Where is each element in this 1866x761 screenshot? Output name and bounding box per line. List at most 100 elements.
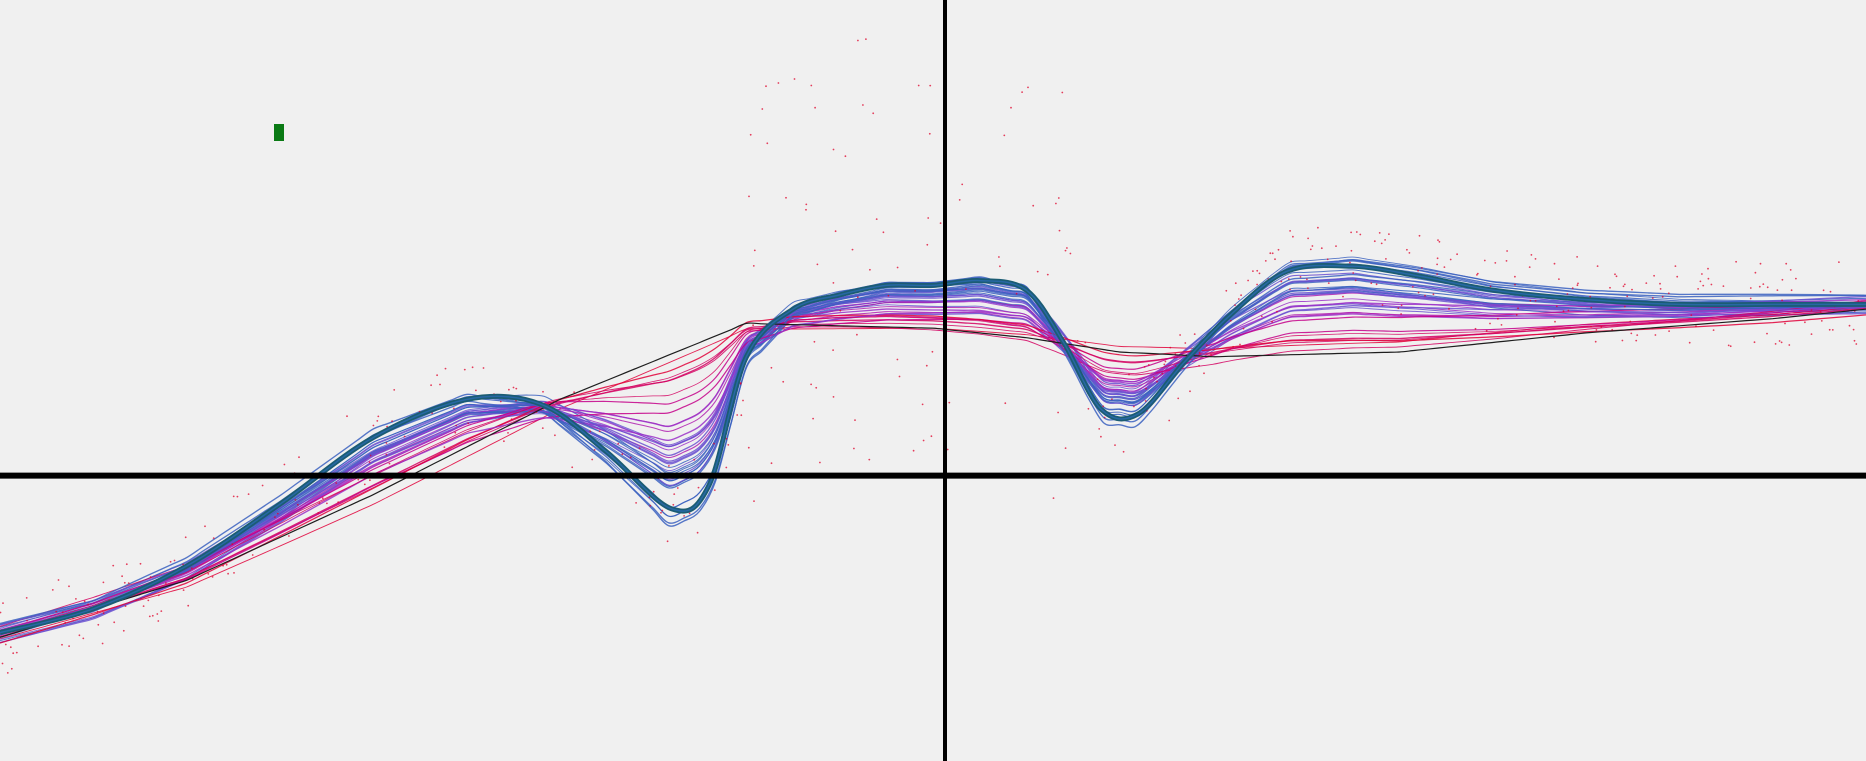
- sample-point: [499, 400, 502, 403]
- sample-point: [357, 478, 360, 481]
- sample-point: [770, 366, 773, 369]
- sample-point: [6, 672, 9, 674]
- sample-point: [1342, 295, 1344, 298]
- sample-point: [1247, 279, 1249, 282]
- sample-point: [1307, 287, 1309, 289]
- sample-point: [1828, 328, 1831, 331]
- ensemble-curve: [0, 300, 1866, 627]
- sample-point: [882, 231, 885, 234]
- sample-point: [1702, 284, 1705, 287]
- sample-point: [1239, 343, 1241, 346]
- sample-point: [998, 256, 1000, 258]
- sample-point: [713, 442, 715, 445]
- sample-point: [37, 645, 39, 648]
- sample-point: [832, 282, 835, 284]
- sample-point: [1292, 235, 1294, 238]
- sample-point: [749, 133, 752, 136]
- ensemble-curve: [0, 300, 1866, 634]
- sample-point: [832, 396, 835, 398]
- sample-point: [668, 465, 670, 467]
- sample-point: [151, 614, 154, 617]
- sample-point: [856, 296, 859, 299]
- sample-point: [648, 496, 651, 499]
- sample-point: [693, 458, 696, 461]
- sample-point: [1630, 332, 1633, 335]
- sample-point: [0, 611, 2, 614]
- sample-point: [844, 155, 847, 158]
- sample-point: [222, 564, 225, 567]
- sample-point: [1397, 307, 1400, 310]
- sample-point: [740, 414, 743, 417]
- sample-point: [1380, 242, 1383, 245]
- sample-point: [337, 501, 340, 503]
- sample-point: [1189, 390, 1191, 393]
- sample-point: [812, 417, 814, 420]
- sample-point: [1623, 283, 1626, 286]
- sample-point: [810, 84, 813, 87]
- sample-point: [1145, 387, 1147, 390]
- sample-point: [1500, 324, 1503, 326]
- sample-point: [1133, 405, 1135, 408]
- sample-point: [1417, 269, 1419, 272]
- sample-point: [896, 358, 899, 361]
- sample-point: [482, 367, 485, 369]
- sample-point: [335, 482, 338, 484]
- sample-point: [1096, 378, 1099, 381]
- sample-point: [1021, 91, 1023, 93]
- sample-point: [363, 483, 366, 486]
- sample-point: [430, 384, 432, 387]
- sample-point: [1327, 282, 1330, 284]
- sample-point: [1232, 345, 1234, 348]
- sample-point: [1553, 262, 1556, 265]
- sample-point: [15, 651, 18, 654]
- sample-point: [1004, 402, 1007, 405]
- sample-point: [1853, 339, 1856, 342]
- sample-point: [1594, 340, 1597, 343]
- sample-point: [1485, 329, 1488, 332]
- sample-point: [55, 610, 58, 613]
- sample-point: [503, 440, 505, 443]
- sample-point: [1179, 334, 1181, 336]
- sample-point: [64, 621, 67, 624]
- sample-point: [1529, 299, 1532, 302]
- sample-point: [1276, 310, 1278, 313]
- sample-point: [816, 263, 819, 266]
- sample-point: [12, 652, 15, 655]
- ensemble-curve: [0, 314, 1866, 644]
- sample-point: [872, 112, 875, 115]
- sample-point: [288, 535, 290, 537]
- sample-point: [832, 148, 835, 151]
- sample-point: [1408, 252, 1411, 254]
- sample-point: [317, 512, 320, 514]
- sample-point: [1443, 266, 1446, 268]
- sample-point: [1064, 249, 1067, 252]
- sample-point: [1781, 278, 1784, 281]
- sample-point: [965, 288, 967, 290]
- sample-point: [231, 543, 234, 546]
- sample-point: [1184, 342, 1187, 344]
- sample-point: [1448, 307, 1450, 310]
- sample-point: [68, 645, 70, 647]
- sample-point: [1280, 280, 1283, 283]
- sample-point: [1027, 86, 1029, 89]
- sample-point: [1659, 282, 1661, 285]
- sample-point: [946, 448, 949, 451]
- sample-point: [391, 420, 393, 422]
- sample-point: [187, 604, 190, 607]
- sample-point: [1335, 245, 1337, 248]
- sample-point: [1534, 300, 1537, 302]
- sample-point: [1697, 288, 1699, 290]
- sample-point: [1614, 273, 1616, 276]
- sample-point: [542, 390, 544, 393]
- sample-point: [652, 490, 655, 493]
- sample-point: [102, 612, 105, 615]
- sample-point: [1631, 288, 1633, 291]
- sample-point: [1046, 273, 1049, 276]
- sample-point: [1260, 315, 1263, 318]
- sample-point: [1417, 291, 1420, 294]
- sample-point: [868, 458, 871, 461]
- sample-point: [1517, 307, 1519, 310]
- sample-point: [1562, 310, 1565, 313]
- sample-point: [649, 504, 652, 507]
- sample-point: [1064, 447, 1067, 449]
